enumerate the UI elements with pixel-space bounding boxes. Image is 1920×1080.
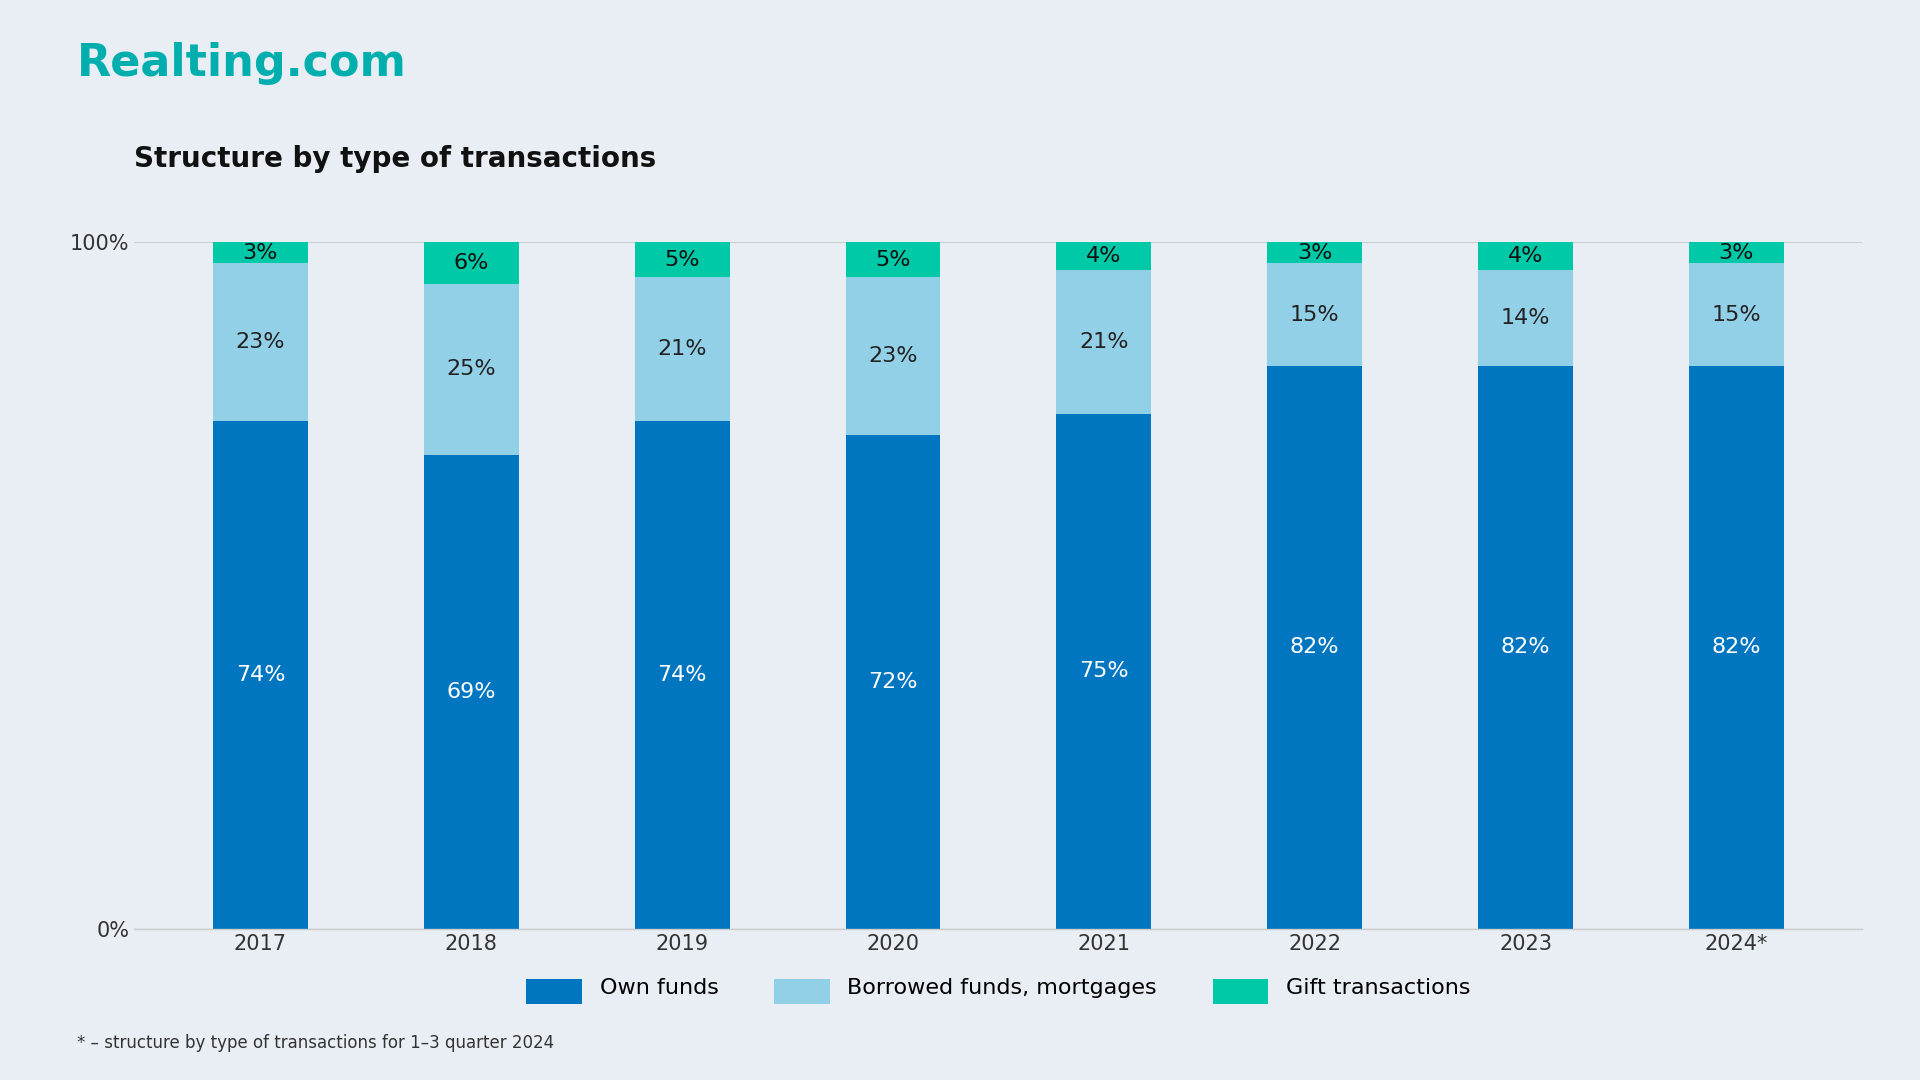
Text: 14%: 14%	[1501, 308, 1549, 328]
Text: 82%: 82%	[1501, 637, 1549, 658]
Text: 74%: 74%	[236, 665, 286, 685]
Bar	[213, 421, 307, 929]
Text: 23%: 23%	[236, 332, 286, 352]
Bar	[1690, 366, 1784, 929]
Text: 5%: 5%	[664, 249, 701, 270]
Text: 15%: 15%	[1711, 305, 1761, 324]
Text: 21%: 21%	[1079, 332, 1129, 352]
Text: 74%: 74%	[657, 665, 707, 685]
Bar	[1056, 270, 1152, 414]
Text: 3%: 3%	[1298, 243, 1332, 262]
Text: 15%: 15%	[1290, 305, 1340, 324]
Text: 75%: 75%	[1079, 661, 1129, 681]
Bar	[1690, 264, 1784, 366]
Bar	[213, 264, 307, 421]
Bar	[845, 276, 941, 434]
Text: Realting.com: Realting.com	[77, 42, 407, 84]
Bar	[1478, 242, 1572, 270]
Text: 3%: 3%	[1718, 243, 1755, 262]
Text: 5%: 5%	[876, 249, 910, 270]
Text: 23%: 23%	[868, 346, 918, 366]
Bar	[1267, 264, 1361, 366]
Text: 25%: 25%	[447, 360, 495, 379]
Bar	[636, 276, 730, 421]
Legend: Own funds, Borrowed funds, mortgages, Gift transactions: Own funds, Borrowed funds, mortgages, Gi…	[518, 961, 1478, 1013]
Text: 72%: 72%	[868, 672, 918, 691]
Bar	[1056, 242, 1152, 270]
Bar	[1690, 242, 1784, 264]
Text: 4%: 4%	[1087, 246, 1121, 266]
Text: Structure by type of transactions: Structure by type of transactions	[134, 145, 657, 173]
Bar	[1478, 270, 1572, 366]
Text: 3%: 3%	[242, 243, 278, 262]
Text: 82%: 82%	[1290, 637, 1340, 658]
Bar	[636, 242, 730, 276]
Bar	[1478, 366, 1572, 929]
Text: 82%: 82%	[1711, 637, 1761, 658]
Bar	[424, 284, 518, 455]
Text: 6%: 6%	[453, 253, 490, 273]
Text: 4%: 4%	[1507, 246, 1544, 266]
Bar	[636, 421, 730, 929]
Bar	[845, 242, 941, 276]
Bar	[845, 434, 941, 929]
Bar	[424, 455, 518, 929]
Text: 21%: 21%	[657, 339, 707, 359]
Bar	[424, 242, 518, 284]
Text: 69%: 69%	[447, 681, 495, 702]
Bar	[1267, 366, 1361, 929]
Text: * – structure by type of transactions for 1–3 quarter 2024: * – structure by type of transactions fo…	[77, 1034, 555, 1052]
Bar	[213, 242, 307, 264]
Bar	[1056, 414, 1152, 929]
Bar	[1267, 242, 1361, 264]
